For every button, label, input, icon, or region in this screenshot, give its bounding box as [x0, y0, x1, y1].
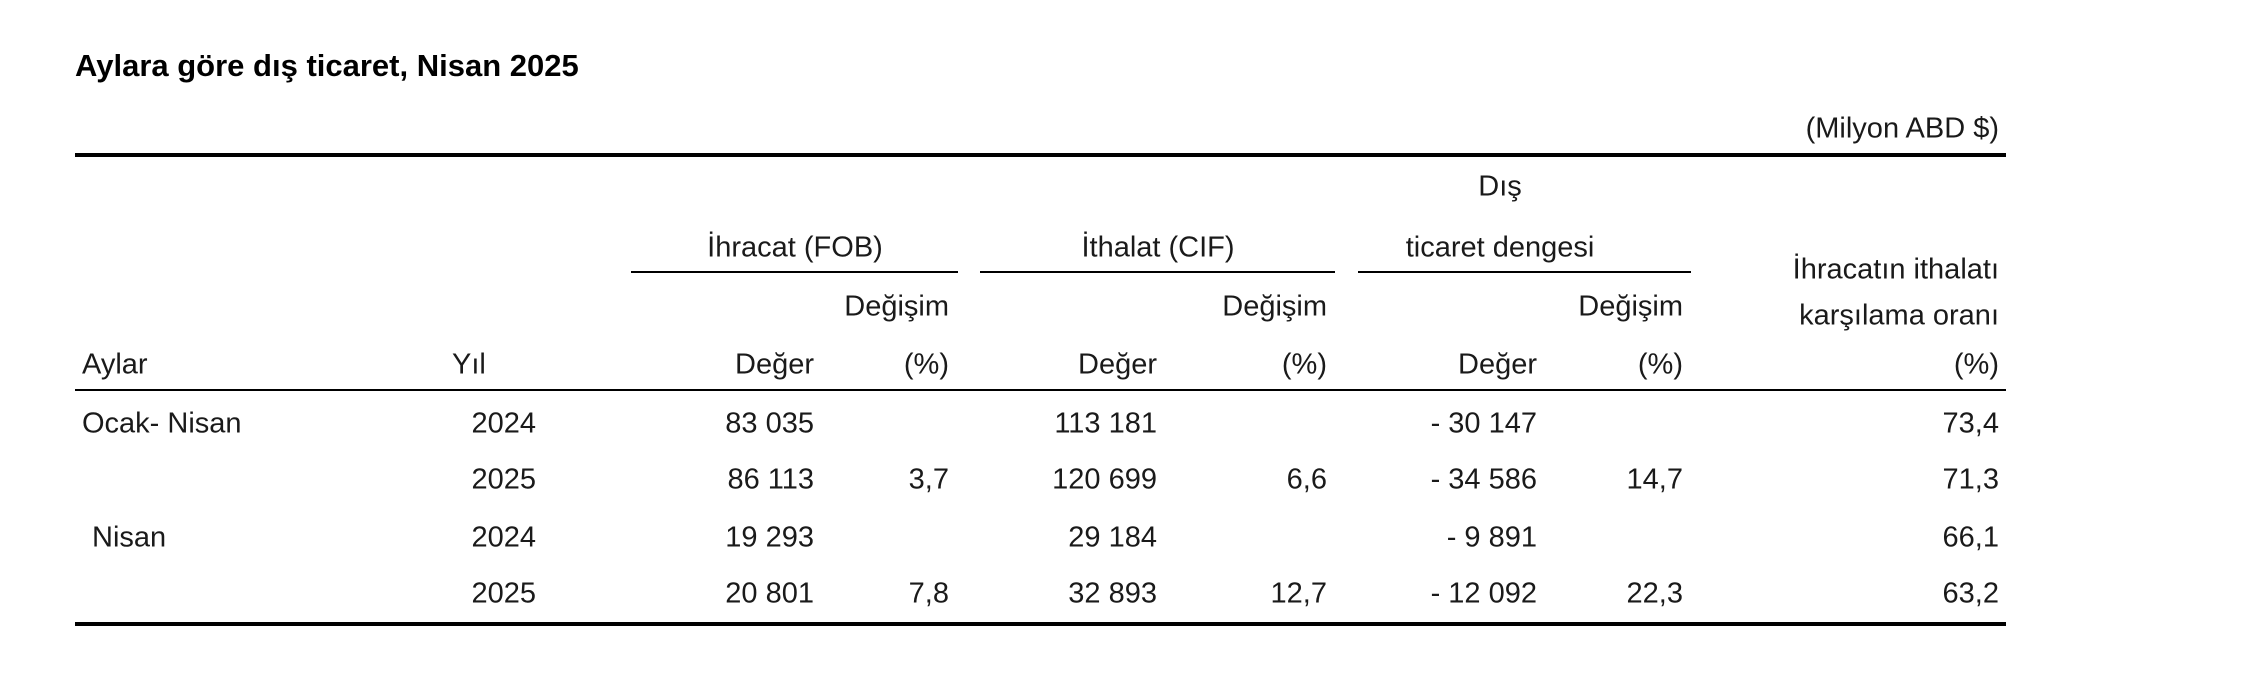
cell: 2024: [471, 408, 536, 440]
cell: 83 035: [725, 408, 814, 440]
cell: - 34 586: [1431, 464, 1537, 496]
group-rule: [1358, 271, 1691, 273]
group-header: ticaret dengesi: [1406, 232, 1595, 264]
cell: 2024: [471, 522, 536, 554]
group-header: karşılama oranı: [1799, 300, 1999, 332]
cell: Ocak- Nisan: [82, 408, 242, 440]
column-header: Değer: [1078, 349, 1157, 381]
unit: (Milyon ABD $): [1806, 113, 1999, 145]
cell: 22,3: [1627, 578, 1683, 610]
cell: 66,1: [1943, 522, 1999, 554]
cell: 7,8: [909, 578, 949, 610]
column-header: Yıl: [452, 349, 486, 381]
header-rule: [75, 389, 2006, 391]
column-header: (%): [1282, 349, 1327, 381]
group-rule: [631, 271, 958, 273]
cell: 2025: [471, 578, 536, 610]
group-header: İthalat (CIF): [1081, 231, 1234, 264]
column-header: Değer: [735, 349, 814, 381]
column-header: Değer: [1458, 349, 1537, 381]
group-header: İhracatın ithalatı: [1793, 253, 1999, 286]
cell: 12,7: [1271, 578, 1327, 610]
bottom-rule: [75, 622, 2006, 626]
column-header: (%): [1954, 349, 1999, 381]
top-rule: [75, 153, 2006, 157]
change-header: Değişim: [1578, 291, 1683, 323]
cell: 29 184: [1068, 522, 1157, 554]
cell: 2025: [471, 464, 536, 496]
title: Aylara göre dış ticaret, Nisan 2025: [75, 48, 579, 83]
cell: 3,7: [909, 464, 949, 496]
cell: 113 181: [1054, 408, 1157, 440]
cell: 120 699: [1052, 464, 1157, 496]
cell: Nisan: [92, 522, 166, 554]
cell: 19 293: [725, 522, 814, 554]
change-header: Değişim: [1222, 291, 1327, 323]
cell: 14,7: [1627, 464, 1683, 496]
column-header: (%): [904, 349, 949, 381]
cell: 86 113: [727, 464, 814, 496]
cell: 32 893: [1068, 578, 1157, 610]
group-header: İhracat (FOB): [707, 231, 883, 264]
cell: 71,3: [1943, 464, 1999, 496]
cell: - 30 147: [1431, 408, 1537, 440]
column-header: Aylar: [82, 349, 148, 381]
cell: - 9 891: [1447, 522, 1537, 554]
column-header: (%): [1638, 349, 1683, 381]
change-header: Değişim: [844, 291, 949, 323]
cell: 6,6: [1287, 464, 1327, 496]
cell: - 12 092: [1431, 578, 1537, 610]
cell: 73,4: [1943, 408, 1999, 440]
cell: 63,2: [1943, 578, 1999, 610]
group-rule: [980, 271, 1335, 273]
group-header: Dış: [1478, 171, 1522, 203]
cell: 20 801: [725, 578, 814, 610]
